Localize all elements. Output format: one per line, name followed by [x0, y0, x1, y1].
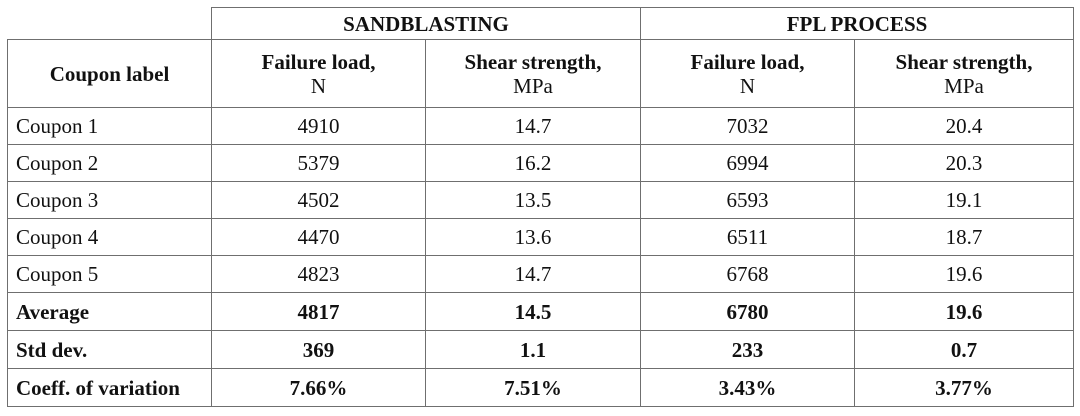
fpl-failure-load-cell: 6780	[640, 292, 855, 331]
fpl-failure-load-cell: 6593	[640, 181, 855, 219]
row-label: Coupon 2	[7, 144, 212, 182]
header-coupon-label: Coupon label	[7, 39, 212, 108]
fpl-shear-strength-cell: 19.1	[854, 181, 1074, 219]
sb-shear-strength-cell: 1.1	[425, 330, 641, 369]
row-label: Coupon 1	[7, 107, 212, 145]
fpl-failure-load-cell: 6768	[640, 255, 855, 293]
row-label: Coeff. of variation	[7, 368, 212, 407]
group-header-row: SANDBLASTING FPL PROCESS	[7, 7, 1074, 40]
row-label: Coupon 4	[7, 218, 212, 256]
sb-failure-load-cell: 4817	[211, 292, 426, 331]
row-label: Coupon 5	[7, 255, 212, 293]
stat-row-coeff-variation: Coeff. of variation 7.66% 7.51% 3.43% 3.…	[7, 368, 1074, 407]
fpl-failure-load-cell: 233	[640, 330, 855, 369]
sb-shear-strength-cell: 14.7	[425, 255, 641, 293]
header-fpl-shear-strength: Shear strength, MPa	[854, 39, 1074, 108]
fpl-shear-strength-cell: 20.3	[854, 144, 1074, 182]
sb-failure-load-cell: 369	[211, 330, 426, 369]
fpl-shear-strength-cell: 19.6	[854, 255, 1074, 293]
header-fpl-failure-load: Failure load, N	[640, 39, 855, 108]
stat-row-average: Average 4817 14.5 6780 19.6	[7, 292, 1074, 331]
row-label: Std dev.	[7, 330, 212, 369]
header-sb-shear-strength-title: Shear strength,	[464, 49, 602, 74]
header-sb-shear-strength-unit: MPa	[513, 73, 553, 98]
table-row: Coupon 4 4470 13.6 6511 18.7	[7, 218, 1074, 256]
fpl-failure-load-cell: 7032	[640, 107, 855, 145]
fpl-shear-strength-cell: 19.6	[854, 292, 1074, 331]
group-header-fpl-process: FPL PROCESS	[640, 7, 1074, 40]
stat-row-std-dev: Std dev. 369 1.1 233 0.7	[7, 330, 1074, 369]
table-row: Coupon 3 4502 13.5 6593 19.1	[7, 181, 1074, 219]
corner-blank-cell	[7, 7, 212, 40]
table-container: SANDBLASTING FPL PROCESS Coupon label Fa…	[7, 7, 1074, 407]
fpl-failure-load-cell: 3.43%	[640, 368, 855, 407]
header-fpl-shear-strength-title: Shear strength,	[895, 49, 1033, 74]
table-row: Coupon 1 4910 14.7 7032 20.4	[7, 107, 1074, 145]
header-fpl-failure-load-unit: N	[739, 73, 756, 98]
sb-shear-strength-cell: 7.51%	[425, 368, 641, 407]
fpl-shear-strength-cell: 18.7	[854, 218, 1074, 256]
header-sb-failure-load-unit: N	[310, 73, 327, 98]
sb-shear-strength-cell: 13.6	[425, 218, 641, 256]
group-header-sandblasting: SANDBLASTING	[211, 7, 641, 40]
sb-failure-load-cell: 7.66%	[211, 368, 426, 407]
fpl-shear-strength-cell: 20.4	[854, 107, 1074, 145]
sb-failure-load-cell: 4502	[211, 181, 426, 219]
fpl-shear-strength-cell: 3.77%	[854, 368, 1074, 407]
table-row: Coupon 2 5379 16.2 6994 20.3	[7, 144, 1074, 182]
fpl-failure-load-cell: 6511	[640, 218, 855, 256]
results-table: SANDBLASTING FPL PROCESS Coupon label Fa…	[7, 7, 1074, 407]
row-label: Average	[7, 292, 212, 331]
header-sb-failure-load-title: Failure load,	[261, 49, 376, 74]
sb-failure-load-cell: 4470	[211, 218, 426, 256]
fpl-failure-load-cell: 6994	[640, 144, 855, 182]
sb-shear-strength-cell: 13.5	[425, 181, 641, 219]
sb-failure-load-cell: 5379	[211, 144, 426, 182]
sb-shear-strength-cell: 16.2	[425, 144, 641, 182]
sb-shear-strength-cell: 14.7	[425, 107, 641, 145]
header-fpl-failure-load-title: Failure load,	[690, 49, 805, 74]
header-sb-failure-load: Failure load, N	[211, 39, 426, 108]
column-header-row: Coupon label Failure load, N Shear stren…	[7, 39, 1074, 108]
fpl-shear-strength-cell: 0.7	[854, 330, 1074, 369]
table-row: Coupon 5 4823 14.7 6768 19.6	[7, 255, 1074, 293]
row-label: Coupon 3	[7, 181, 212, 219]
header-sb-shear-strength: Shear strength, MPa	[425, 39, 641, 108]
header-fpl-shear-strength-unit: MPa	[944, 73, 984, 98]
sb-failure-load-cell: 4910	[211, 107, 426, 145]
sb-shear-strength-cell: 14.5	[425, 292, 641, 331]
sb-failure-load-cell: 4823	[211, 255, 426, 293]
